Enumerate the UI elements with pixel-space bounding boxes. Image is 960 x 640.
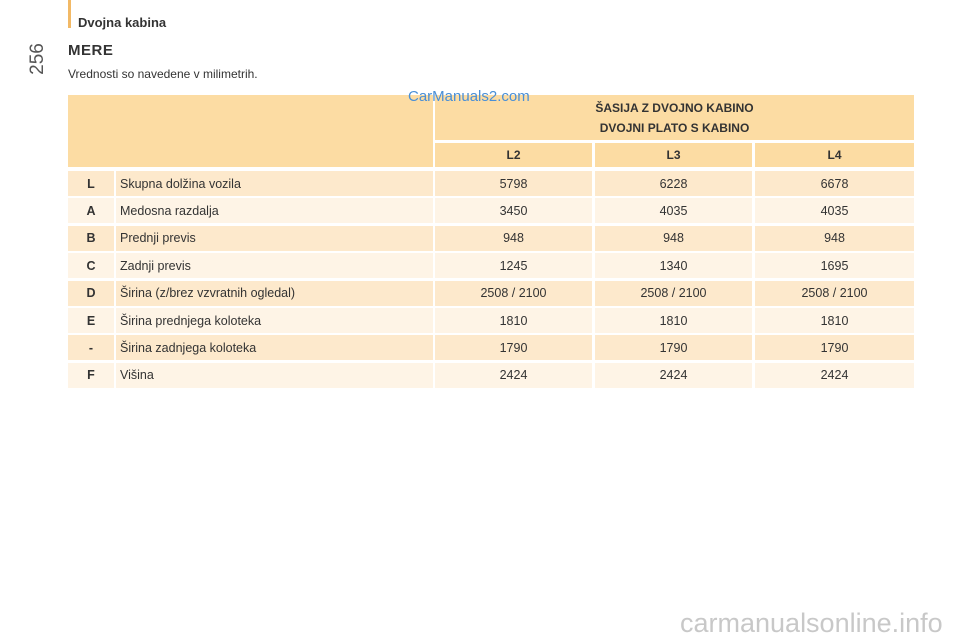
column-header: L3 — [595, 143, 752, 167]
value-cell: 2424 — [755, 362, 914, 388]
value-cell: 1245 — [435, 253, 592, 279]
section-title: Dvojna kabina — [78, 15, 167, 30]
row-label: Skupna dolžina vozila — [116, 171, 433, 196]
row-label: Prednji previs — [116, 225, 433, 251]
row-key: F — [68, 362, 114, 388]
value-cell: 2508 / 2100 — [435, 280, 592, 306]
value-cell: 6228 — [595, 171, 752, 196]
value-cell: 2508 / 2100 — [595, 280, 752, 306]
row-key: L — [68, 171, 114, 196]
value-cell: 2424 — [435, 362, 592, 388]
value-cell: 3450 — [435, 198, 592, 224]
row-key: C — [68, 253, 114, 279]
value-cell: 1790 — [755, 335, 914, 361]
value-cell: 1790 — [435, 335, 592, 361]
accent-bar — [68, 0, 71, 28]
value-cell: 4035 — [595, 198, 752, 224]
value-cell: 4035 — [755, 198, 914, 224]
group-header-line: DVOJNI PLATO S KABINO — [599, 120, 750, 135]
value-cell: 5798 — [435, 171, 592, 196]
value-cell: 1790 — [595, 335, 752, 361]
watermark: carmanualsonline.info — [680, 608, 943, 638]
row-key: A — [68, 198, 114, 224]
row-label: Zadnji previs — [116, 253, 433, 279]
value-cell: 2508 / 2100 — [755, 280, 914, 306]
row-key: D — [68, 280, 114, 306]
header-blank — [68, 95, 433, 167]
value-cell: 948 — [435, 225, 592, 251]
value-cell: 1810 — [595, 308, 752, 333]
column-header: L4 — [755, 143, 914, 167]
row-label: Višina — [116, 362, 433, 388]
group-header: ŠASIJA Z DVOJNO KABINO DVOJNI PLATO S KAB… — [435, 95, 914, 140]
row-key: B — [68, 225, 114, 251]
value-cell: 6678 — [755, 171, 914, 196]
value-cell: 948 — [595, 225, 752, 251]
value-cell: 1695 — [755, 253, 914, 279]
value-cell: 948 — [755, 225, 914, 251]
subtitle: Vrednosti so navedene v milimetrih. — [68, 67, 258, 81]
row-label: Širina prednjega koloteka — [116, 308, 433, 333]
heading: MERE — [68, 42, 114, 59]
row-label: Medosna razdalja — [116, 198, 433, 224]
row-label: Širina (z/brez vzvratnih ogledal) — [116, 280, 433, 306]
value-cell: 1340 — [595, 253, 752, 279]
row-key: E — [68, 308, 114, 333]
value-cell: 2424 — [595, 362, 752, 388]
value-cell: 1810 — [755, 308, 914, 333]
row-label: Širina zadnjega koloteka — [116, 335, 433, 361]
column-header: L2 — [435, 143, 592, 167]
row-key: - — [68, 335, 114, 361]
group-header-line: ŠASIJA Z DVOJNO KABINO — [595, 100, 754, 115]
value-cell: 1810 — [435, 308, 592, 333]
page-number: 256 — [26, 43, 48, 75]
watermark: CarManuals2.com — [408, 88, 530, 105]
